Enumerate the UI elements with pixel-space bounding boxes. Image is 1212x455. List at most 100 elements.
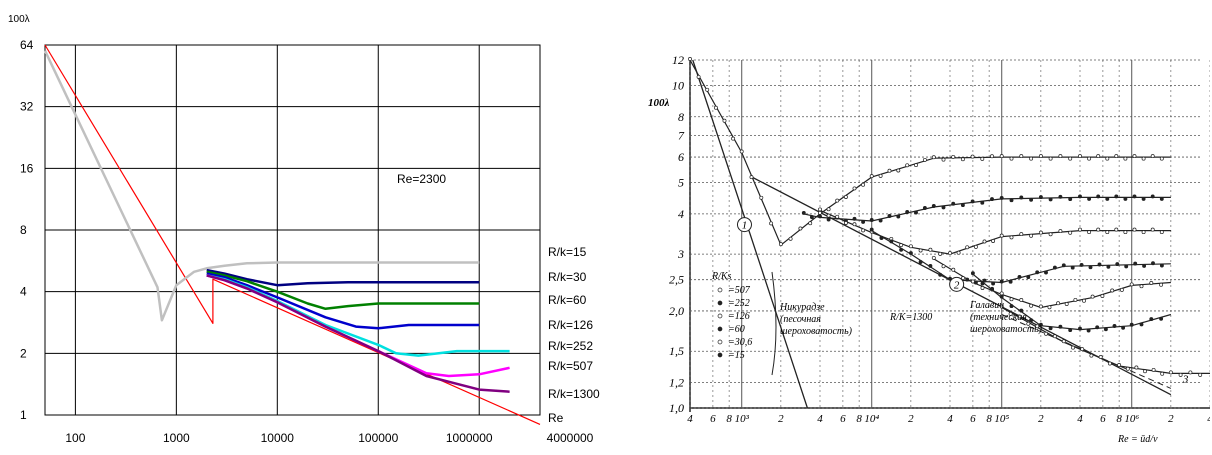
data-point [951,154,956,159]
data-point [818,207,822,212]
x-tick-label: 2 [1038,413,1044,425]
data-point [1009,304,1014,309]
data-point [1159,282,1164,287]
x-tick-label: 4000000 [547,431,594,445]
data-point [1123,156,1128,161]
data-point [1150,154,1155,159]
data-point [1141,156,1146,161]
data-point [1141,230,1146,235]
data-point [956,250,961,255]
x-tick-label: 1000 [163,431,190,445]
data-point [931,204,936,208]
annotation-nikuradse: шероховатость) [780,326,853,337]
data-point [1125,366,1130,371]
data-point [1096,227,1101,232]
data-point [879,236,884,240]
data-point [1068,230,1073,235]
data-point [818,210,822,215]
series-line-rk60 [206,270,480,311]
y-tick-label: 3 [677,247,684,261]
data-point [1044,331,1048,336]
data-point [1129,322,1134,327]
legend-marker [717,300,723,306]
data-point [999,294,1004,299]
annotation-galavich: шероховатость) [970,324,1043,335]
data-point [1159,230,1164,235]
data-point [1134,365,1139,370]
legend-value: =126 [728,311,750,322]
data-point [1105,230,1110,235]
data-point [1133,261,1138,266]
legend-brace [771,271,777,376]
y-tick-label: 1,5 [669,344,684,358]
y-tick-label: 64 [20,38,34,52]
data-point [1149,317,1154,322]
data-point [852,186,857,191]
x-tick-label: 10⁵ [994,413,1009,425]
data-point [731,136,736,141]
data-point [809,215,814,220]
data-point [1017,274,1022,279]
data-point [818,214,822,219]
data-point [1114,227,1119,232]
data-point [1064,302,1069,306]
data-point [928,263,933,268]
legend-label: R/k=15 [548,245,587,259]
y-tick-label: 6 [678,150,684,164]
legend-label: R/k=252 [548,339,593,353]
legend-value: =252 [728,298,750,309]
data-point [1188,370,1193,375]
legend-value: =507 [728,285,751,296]
y-tick-label: 2,0 [669,304,684,318]
data-point [1095,325,1100,330]
data-point [908,244,913,249]
data-point [878,173,883,178]
data-point [1087,196,1092,201]
y-tick-label: 12 [672,53,684,67]
data-point [1090,294,1095,299]
data-point [1159,263,1164,268]
data-point [1151,367,1156,372]
data-point [1098,355,1103,359]
annotation-galavich: Галавич [969,300,1004,311]
data-point [1038,304,1043,309]
data-point [899,243,904,248]
data-point [1048,232,1053,237]
data-point [826,217,831,222]
x-tick-label: 2 [778,413,784,425]
data-point [1029,303,1034,308]
legend-value: =30,6 [728,337,752,348]
data-point [922,206,927,210]
annotation-rk1300: R/K=1300 [889,312,932,323]
data-point [1047,305,1052,310]
data-point [869,174,874,179]
data-point [1009,297,1014,302]
series-line-rk30 [206,268,480,287]
annotation-nikuradse: (песочная [780,314,821,325]
data-point [1100,294,1105,298]
data-point [999,195,1004,200]
x-axis-label: Re [548,411,564,425]
data-point [1048,326,1053,331]
data-point [951,201,956,206]
data-point [889,239,894,244]
data-point [1079,262,1084,267]
data-point [1035,324,1040,329]
x-tick-label: 100000 [358,431,398,445]
data-point [970,154,975,159]
data-point [990,154,994,159]
data-point [1058,194,1063,199]
data-point [999,304,1004,309]
x-tick-label: 10³ [735,413,750,425]
data-point [1019,195,1024,200]
data-point [1071,345,1075,350]
data-point [1019,298,1024,302]
data-point [1009,156,1014,161]
y-tick-label: 8 [678,110,684,124]
data-point [980,156,985,161]
legend-value: =60 [728,324,745,335]
data-point [1123,196,1128,201]
data-point [914,163,918,168]
x-tick-label: 6 [840,413,846,425]
data-point [1142,263,1147,268]
